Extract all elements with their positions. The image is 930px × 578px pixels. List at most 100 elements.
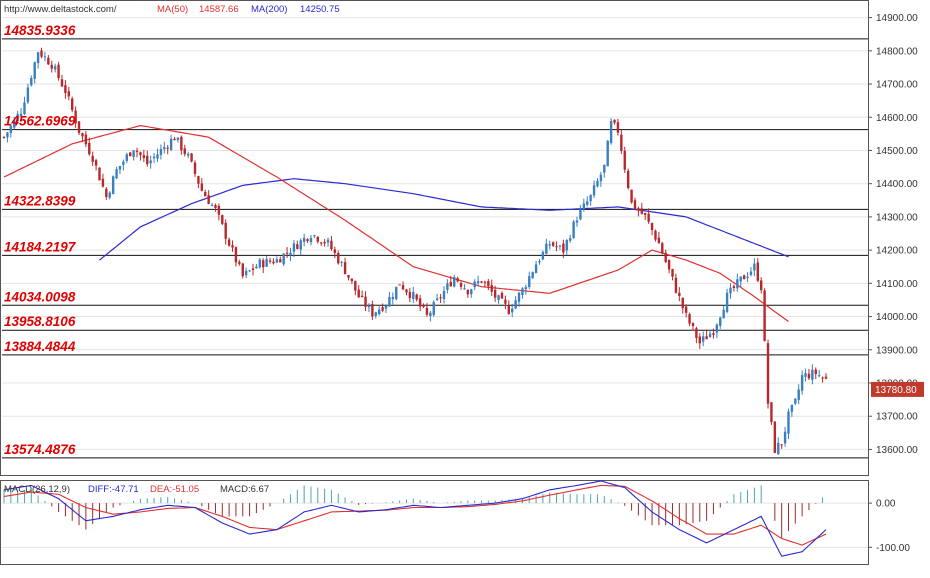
candle (541, 250, 545, 261)
candle (323, 239, 326, 247)
candle (691, 322, 695, 331)
candle (470, 288, 473, 298)
ma200-line (99, 178, 789, 261)
main-panel-border (0, 0, 869, 476)
candle (50, 60, 53, 73)
candle (817, 369, 821, 378)
candle (558, 244, 562, 251)
candle (224, 219, 227, 245)
candle (30, 75, 33, 87)
candle (524, 284, 528, 295)
candle (159, 144, 163, 160)
candle (231, 240, 234, 252)
candle (807, 369, 811, 380)
candle (149, 155, 152, 169)
candle (81, 132, 84, 143)
level-labels: 14835.9336 14562.6969 14322.8399 14184.2197… (4, 23, 77, 457)
candle (575, 216, 579, 227)
candle (173, 136, 176, 141)
y-tick-label: 13600.00 (876, 445, 918, 456)
candle (357, 285, 360, 298)
candle (756, 258, 759, 283)
candle (43, 51, 47, 62)
candle (9, 123, 13, 138)
candle (88, 137, 91, 156)
candle (186, 151, 190, 159)
candle (340, 260, 343, 267)
level-label: 14184.2197 (4, 239, 77, 254)
candle (190, 153, 193, 163)
ma200-curve (99, 178, 789, 261)
level-label: 14835.9336 (4, 23, 76, 38)
candle (398, 284, 401, 286)
y-tick-label: 13700.00 (876, 412, 918, 423)
candle (749, 267, 753, 277)
candle (285, 247, 289, 259)
level-lines (2, 38, 868, 459)
candle (637, 206, 640, 217)
candle (664, 249, 667, 264)
candle (347, 275, 350, 281)
candle (531, 271, 534, 279)
candle (313, 234, 316, 238)
candle (125, 152, 128, 164)
candle (337, 250, 340, 265)
candle (705, 330, 708, 340)
chart-header: http://www.deltastock.com/ MA(50) 14587.… (4, 4, 340, 15)
candle (763, 288, 766, 342)
candle (609, 118, 613, 145)
candle (36, 51, 40, 69)
candle (487, 278, 490, 291)
candle (94, 158, 98, 171)
y-tick-label: 14500.00 (876, 146, 918, 157)
candle (292, 239, 296, 258)
candle (719, 316, 722, 329)
ma200-value: 14250.75 (300, 4, 340, 15)
level-label: 14322.8399 (4, 193, 76, 208)
macd-panel-border (0, 480, 869, 565)
candle (316, 236, 319, 244)
candle (374, 311, 377, 319)
candle (449, 276, 453, 287)
candle (708, 329, 712, 338)
candle (118, 165, 122, 175)
candle (47, 55, 50, 65)
y-tick-label: 14200.00 (876, 246, 918, 257)
candle (197, 175, 200, 189)
candle (702, 331, 705, 347)
candle (562, 239, 565, 259)
macd-tick-label: 0.00 (876, 499, 896, 510)
candle (408, 287, 412, 303)
candle (251, 263, 255, 276)
candle (343, 257, 347, 275)
candle (207, 190, 210, 205)
candle (16, 110, 19, 125)
candle (800, 370, 804, 395)
candle (309, 234, 313, 246)
candle (367, 303, 371, 313)
candle (521, 287, 524, 299)
candle (183, 144, 186, 157)
ma50-curve (3, 124, 789, 322)
candle (33, 61, 36, 84)
site-url: http://www.deltastock.com/ (4, 4, 117, 15)
candle (794, 397, 797, 406)
candle (26, 83, 30, 104)
candle (647, 208, 650, 224)
candle (790, 404, 794, 417)
candle (698, 333, 702, 349)
candle (633, 197, 637, 211)
candle (511, 303, 514, 318)
candle (60, 74, 64, 88)
candle (77, 121, 81, 136)
candle (6, 131, 9, 143)
candle (388, 291, 391, 307)
candle (671, 268, 674, 281)
candle (354, 280, 357, 296)
candle (538, 259, 541, 265)
candle (255, 263, 258, 269)
candle (446, 279, 449, 294)
candle (326, 237, 330, 247)
candle (279, 256, 282, 263)
